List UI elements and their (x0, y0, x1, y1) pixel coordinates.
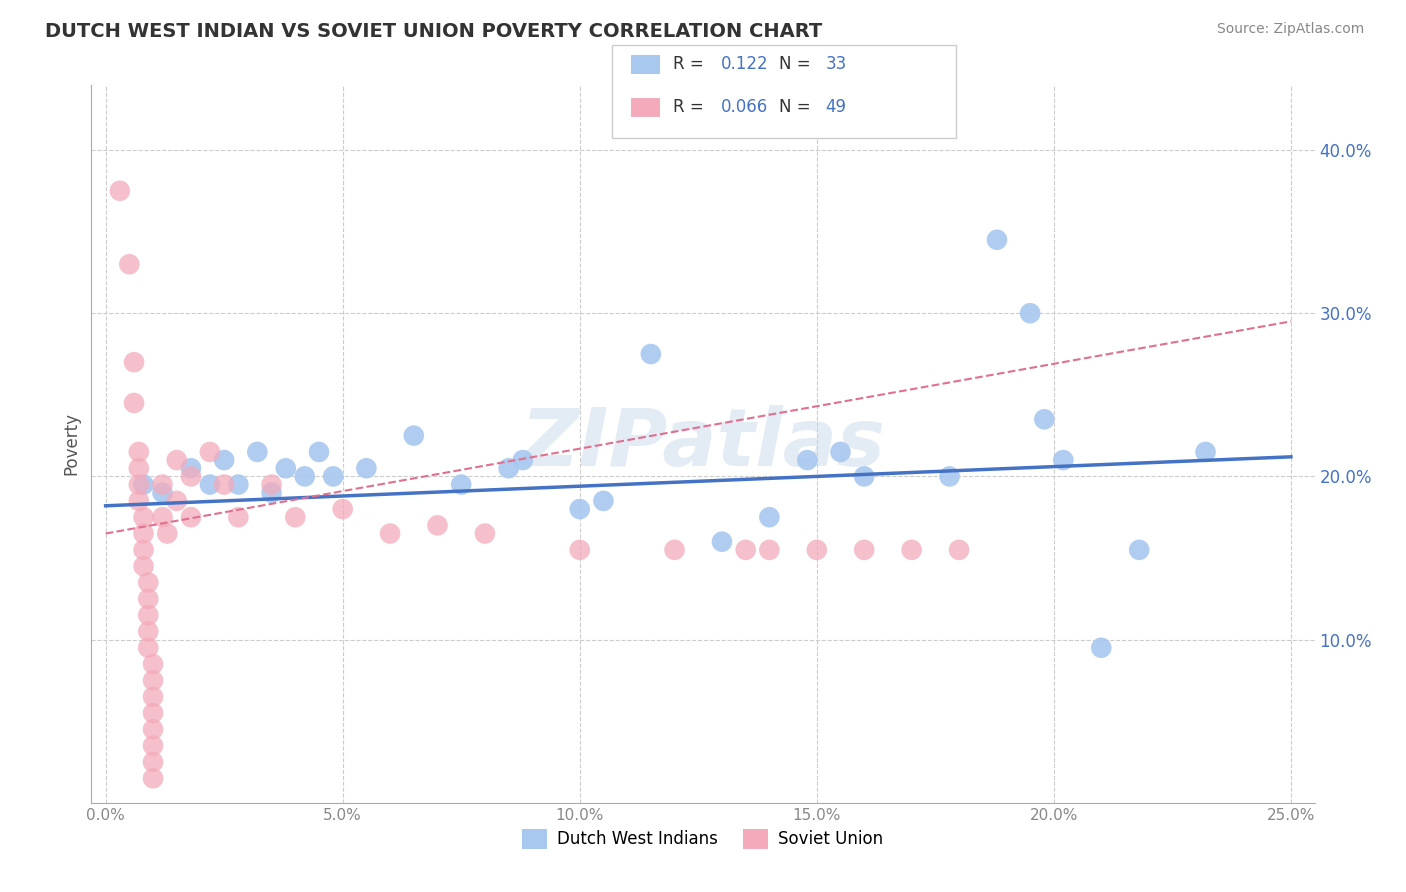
Point (426, 518, 449, 533)
Point (734, 542, 756, 557)
Point (142, 739, 165, 753)
Point (1033, 412, 1056, 426)
Point (228, 510, 250, 524)
Point (136, 575, 159, 590)
Point (284, 510, 307, 524)
Point (132, 559, 155, 574)
Point (156, 526, 179, 541)
Point (166, 494, 188, 508)
Point (1128, 542, 1150, 557)
Point (118, 257, 141, 271)
Point (640, 347, 662, 361)
Point (938, 469, 960, 483)
Point (108, 184, 131, 198)
Point (152, 510, 174, 524)
Point (142, 690, 165, 704)
Point (830, 445, 852, 459)
Point (128, 461, 150, 475)
Point (378, 526, 401, 541)
Point (1052, 453, 1074, 467)
Point (664, 542, 686, 557)
Point (308, 445, 330, 459)
Point (986, 233, 1008, 247)
Point (568, 502, 591, 516)
Point (1090, 640, 1112, 655)
Point (402, 428, 425, 442)
Point (474, 526, 496, 541)
Point (132, 542, 155, 557)
Point (132, 477, 155, 491)
Point (128, 494, 150, 508)
Text: R =: R = (673, 98, 710, 116)
Point (332, 502, 354, 516)
Point (180, 469, 202, 483)
Point (132, 510, 155, 524)
Text: 33: 33 (825, 55, 846, 73)
Point (212, 477, 235, 491)
Text: 0.122: 0.122 (721, 55, 769, 73)
Point (356, 461, 378, 475)
Text: N =: N = (779, 55, 815, 73)
Point (568, 542, 591, 557)
Point (212, 453, 235, 467)
Point (142, 657, 165, 671)
Point (260, 477, 283, 491)
Point (180, 461, 202, 475)
Point (246, 445, 269, 459)
Point (710, 534, 733, 549)
Point (180, 510, 202, 524)
Point (136, 608, 159, 623)
Point (260, 485, 283, 500)
Point (136, 640, 159, 655)
Text: 0.066: 0.066 (721, 98, 769, 116)
Point (132, 526, 155, 541)
Point (900, 542, 922, 557)
Point (142, 706, 165, 720)
Point (450, 477, 472, 491)
Text: ZIPatlas: ZIPatlas (520, 405, 886, 483)
Point (1019, 306, 1042, 320)
Point (128, 445, 150, 459)
Point (294, 469, 316, 483)
Point (152, 477, 174, 491)
Point (796, 453, 818, 467)
Point (853, 542, 876, 557)
Point (128, 477, 150, 491)
Point (758, 542, 780, 557)
Point (198, 477, 221, 491)
Point (1194, 445, 1216, 459)
Point (122, 355, 145, 369)
Point (198, 445, 221, 459)
Text: R =: R = (673, 55, 710, 73)
Y-axis label: Poverty: Poverty (62, 412, 80, 475)
Text: N =: N = (779, 98, 815, 116)
Point (136, 624, 159, 639)
Point (806, 542, 828, 557)
Point (592, 494, 614, 508)
Legend: Dutch West Indians, Soviet Union: Dutch West Indians, Soviet Union (516, 822, 890, 855)
Point (142, 755, 165, 769)
Point (758, 510, 780, 524)
Point (166, 453, 188, 467)
Point (274, 461, 297, 475)
Point (142, 772, 165, 786)
Point (142, 673, 165, 688)
Text: Source: ZipAtlas.com: Source: ZipAtlas.com (1216, 22, 1364, 37)
Point (498, 461, 520, 475)
Point (853, 469, 876, 483)
Point (122, 396, 145, 410)
Point (948, 542, 970, 557)
Text: 49: 49 (825, 98, 846, 116)
Point (512, 453, 534, 467)
Point (136, 591, 159, 606)
Point (228, 477, 250, 491)
Point (322, 469, 344, 483)
Text: DUTCH WEST INDIAN VS SOVIET UNION POVERTY CORRELATION CHART: DUTCH WEST INDIAN VS SOVIET UNION POVERT… (45, 22, 823, 41)
Point (142, 723, 165, 737)
Point (152, 485, 174, 500)
